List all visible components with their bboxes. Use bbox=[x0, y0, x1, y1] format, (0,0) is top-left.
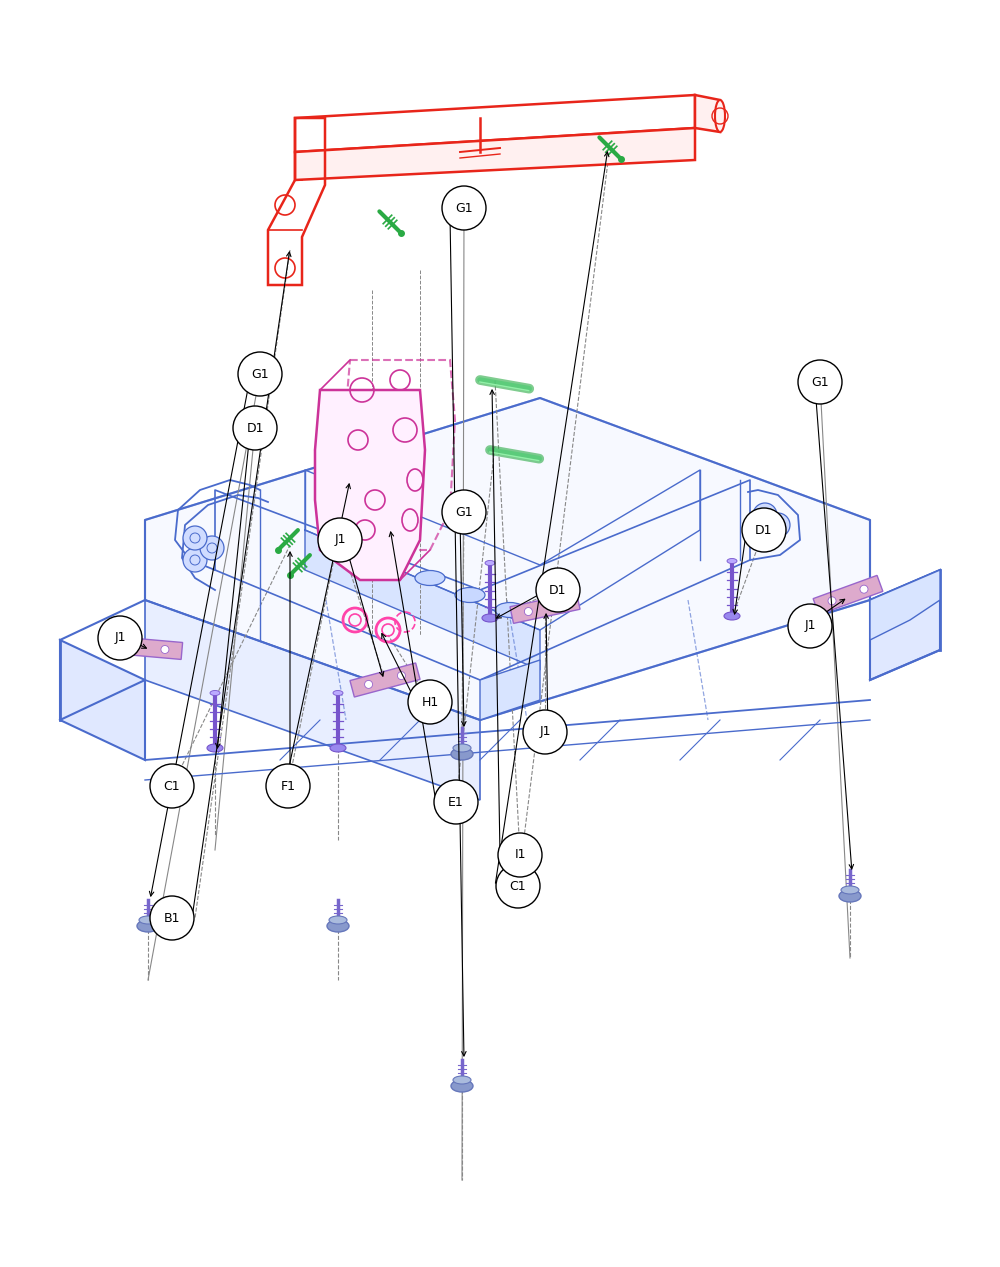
Text: G1: G1 bbox=[251, 367, 269, 380]
Circle shape bbox=[238, 352, 282, 397]
Ellipse shape bbox=[455, 588, 485, 603]
Ellipse shape bbox=[327, 920, 349, 933]
Circle shape bbox=[442, 186, 486, 231]
Ellipse shape bbox=[839, 889, 861, 902]
Circle shape bbox=[183, 526, 207, 550]
Circle shape bbox=[742, 508, 786, 552]
Ellipse shape bbox=[482, 614, 498, 622]
Polygon shape bbox=[315, 390, 425, 580]
Text: E1: E1 bbox=[448, 796, 464, 808]
Ellipse shape bbox=[485, 560, 495, 565]
Polygon shape bbox=[145, 398, 870, 720]
Text: J1: J1 bbox=[114, 631, 126, 645]
Text: D1: D1 bbox=[755, 523, 773, 536]
Text: C1: C1 bbox=[164, 779, 180, 792]
Text: J1: J1 bbox=[539, 726, 551, 739]
Circle shape bbox=[828, 597, 836, 604]
Text: J1: J1 bbox=[804, 620, 816, 632]
Polygon shape bbox=[480, 660, 540, 720]
Polygon shape bbox=[305, 530, 540, 670]
Ellipse shape bbox=[375, 552, 405, 568]
Text: G1: G1 bbox=[455, 506, 473, 518]
Ellipse shape bbox=[137, 920, 159, 933]
Circle shape bbox=[150, 896, 194, 940]
Circle shape bbox=[753, 503, 777, 527]
Circle shape bbox=[266, 764, 310, 808]
Text: C1: C1 bbox=[510, 879, 526, 892]
Text: G1: G1 bbox=[811, 375, 829, 389]
Ellipse shape bbox=[495, 603, 525, 617]
Ellipse shape bbox=[333, 691, 343, 696]
Text: I1: I1 bbox=[514, 849, 526, 862]
Circle shape bbox=[766, 513, 790, 537]
Ellipse shape bbox=[451, 1079, 473, 1092]
Circle shape bbox=[860, 585, 868, 593]
Circle shape bbox=[183, 549, 207, 571]
Polygon shape bbox=[113, 636, 183, 659]
Circle shape bbox=[536, 568, 580, 612]
Ellipse shape bbox=[210, 691, 220, 696]
Circle shape bbox=[98, 616, 142, 660]
Text: B1: B1 bbox=[164, 911, 180, 925]
Ellipse shape bbox=[415, 570, 445, 585]
Ellipse shape bbox=[715, 100, 725, 132]
Polygon shape bbox=[813, 575, 883, 614]
Ellipse shape bbox=[453, 1076, 471, 1085]
Circle shape bbox=[788, 604, 832, 647]
Circle shape bbox=[523, 710, 567, 754]
Ellipse shape bbox=[330, 744, 346, 753]
Ellipse shape bbox=[841, 886, 859, 895]
Circle shape bbox=[200, 536, 224, 560]
Circle shape bbox=[434, 780, 478, 824]
Polygon shape bbox=[870, 570, 940, 680]
Circle shape bbox=[233, 405, 277, 450]
Ellipse shape bbox=[727, 559, 737, 564]
Circle shape bbox=[524, 608, 532, 616]
Polygon shape bbox=[145, 601, 480, 799]
Ellipse shape bbox=[724, 612, 740, 620]
Text: D1: D1 bbox=[549, 584, 567, 597]
Circle shape bbox=[150, 764, 194, 808]
Text: G1: G1 bbox=[455, 201, 473, 214]
Text: J1: J1 bbox=[334, 533, 346, 546]
Circle shape bbox=[318, 518, 362, 563]
Circle shape bbox=[127, 642, 135, 650]
Polygon shape bbox=[350, 663, 420, 697]
Polygon shape bbox=[870, 570, 940, 640]
Ellipse shape bbox=[207, 744, 223, 753]
Ellipse shape bbox=[139, 916, 157, 924]
Ellipse shape bbox=[453, 744, 471, 753]
Text: H1: H1 bbox=[421, 696, 439, 708]
Polygon shape bbox=[295, 128, 695, 180]
Circle shape bbox=[558, 601, 566, 608]
Polygon shape bbox=[60, 640, 145, 760]
Circle shape bbox=[498, 832, 542, 877]
Circle shape bbox=[161, 645, 169, 654]
Circle shape bbox=[397, 672, 405, 679]
Ellipse shape bbox=[329, 916, 347, 924]
Circle shape bbox=[496, 864, 540, 908]
Circle shape bbox=[442, 490, 486, 533]
Circle shape bbox=[408, 680, 452, 723]
Circle shape bbox=[365, 680, 373, 688]
Circle shape bbox=[798, 360, 842, 404]
Text: D1: D1 bbox=[246, 422, 264, 435]
Polygon shape bbox=[510, 593, 580, 623]
Text: F1: F1 bbox=[280, 779, 296, 792]
Polygon shape bbox=[695, 95, 720, 132]
Ellipse shape bbox=[451, 748, 473, 760]
